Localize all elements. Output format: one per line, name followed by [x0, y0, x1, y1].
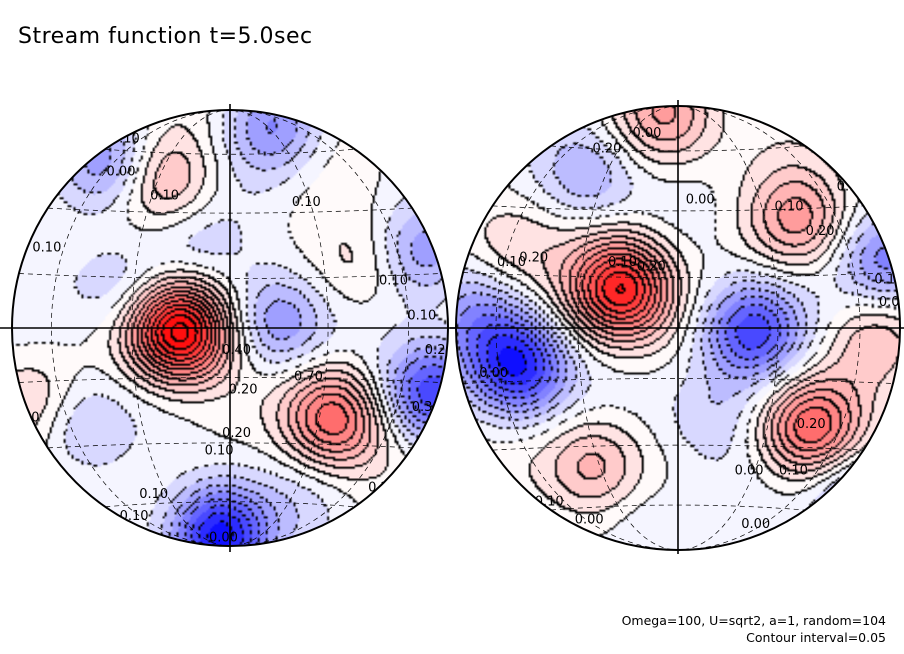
contour-label: 0.00 [575, 512, 604, 527]
contour-label: 0.10 [150, 188, 179, 203]
contour-label: 0.20 [806, 224, 835, 239]
left-hemisphere: 0.10 0.00 0.10 0.10 0.10 0.10 0.10 0.40 0.20 0.20… [0, 104, 460, 552]
meridian-line [229, 110, 329, 546]
contour-label: 0.60 [863, 468, 892, 483]
contour-label: 0.10 [837, 179, 866, 194]
contour-label: 0.10 [779, 464, 808, 479]
meridian-line [131, 110, 231, 546]
contour-label: 0.10 [139, 487, 168, 502]
right-hemisphere: 0.200.000.00 0.100.200.100.10 0.200.000.10… [450, 100, 904, 554]
contour-label: 0.20 [797, 417, 826, 432]
contour-label: 0.20 [229, 382, 258, 397]
latitude-line [463, 378, 893, 384]
contour-label: 0.10 [205, 443, 234, 458]
parameters-text: Omega=100, U=sqrt2, a=1, random=104 [621, 613, 886, 628]
right-contour-labels: 0.200.000.00 0.100.200.100.10 0.200.000.10… [479, 126, 904, 532]
contour-label: 0.10 [874, 273, 903, 288]
latitude-line [492, 205, 864, 212]
contour-label: 0.40 [222, 343, 251, 358]
latitude-line [492, 444, 864, 451]
left-rim [11, 109, 449, 547]
contour-label: 0.20 [425, 343, 454, 358]
contour-label: 0.10 [120, 509, 149, 524]
latitude-line [105, 148, 355, 155]
contour-label: 0.20 [592, 142, 621, 157]
contour-label: 0.00 [735, 464, 764, 479]
latitude-line [463, 272, 893, 278]
contour-label: 0.00 [686, 193, 715, 208]
contour-label: 0.00 [879, 295, 904, 310]
footer-caption: Omega=100, U=sqrt2, a=1, random=104 Cont… [622, 612, 886, 646]
contour-label: 0.10 [497, 255, 526, 270]
contour-label: 0.20 [637, 259, 666, 274]
meridian-line [50, 110, 231, 546]
right-rim [455, 105, 901, 551]
contour-label: 0.10 [111, 132, 140, 147]
contour-label: 0.10 [32, 241, 61, 256]
contour-label: 0.00 [107, 164, 136, 179]
latitude-line [105, 501, 355, 508]
meridian-line [229, 110, 410, 546]
contour-label: 0.30 [412, 400, 441, 415]
plot-title: Stream function t=5.0sec [18, 24, 313, 49]
contour-label: 0.10 [407, 308, 436, 323]
contour-label: 0.10 [379, 273, 408, 288]
contour-label: 0.20 [519, 250, 548, 265]
contour-label: 0.00 [632, 126, 661, 141]
contour-label: 0.20 [222, 426, 251, 441]
contour-label: 0.00 [209, 531, 238, 546]
contour-label: 0.00 [479, 366, 508, 381]
contour-interval-text: Contour interval=0.05 [746, 630, 886, 645]
contour-label: 0.70 [294, 369, 323, 384]
contour-label: 0.30 [11, 411, 40, 426]
contour-label: 0.10 [608, 255, 637, 270]
contour-label: 0.10 [775, 199, 804, 214]
contour-label: 0.00 [741, 517, 770, 532]
contour-label: 0.10 [292, 195, 321, 210]
